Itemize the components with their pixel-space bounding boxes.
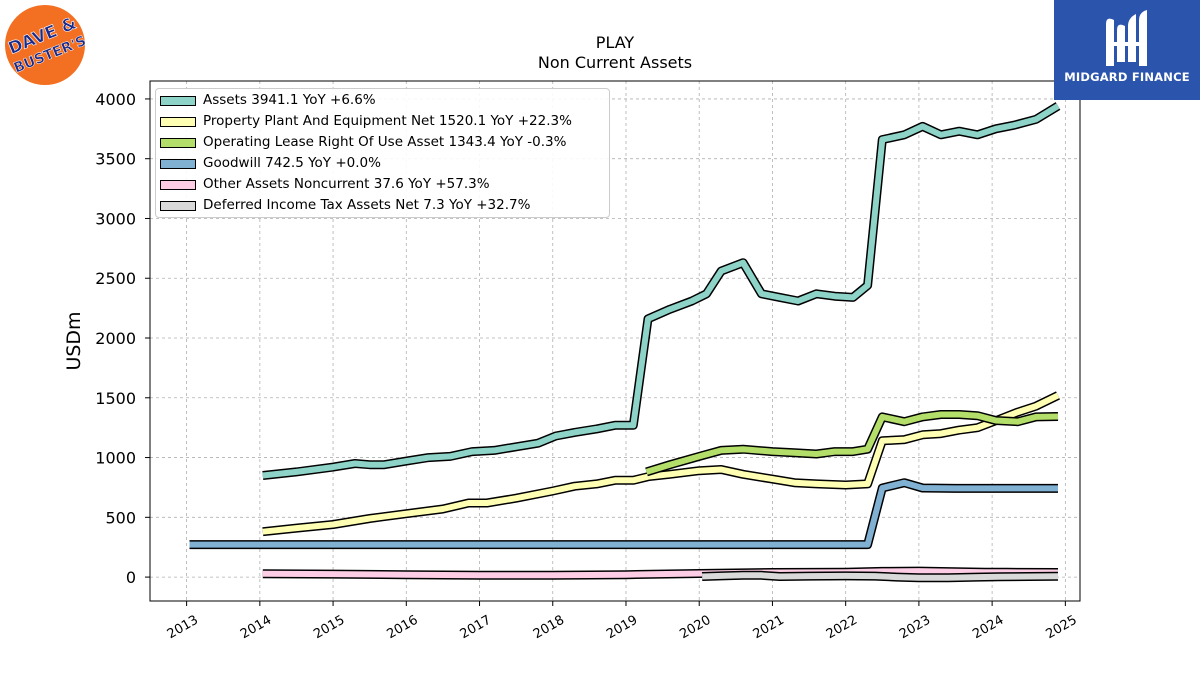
legend-label-goodwill: Goodwill 742.5 YoY +0.0%	[203, 155, 381, 171]
midgard-brand-text: MIDGARD FINANCE	[1064, 70, 1190, 84]
legend-swatch-deferred-tax	[160, 201, 196, 211]
series-layer	[189, 102, 1061, 583]
series-goodwill	[189, 478, 1058, 550]
x-tick-label: 2019	[604, 613, 640, 643]
y-tick-label: 1500	[95, 389, 136, 408]
x-tick-label: 2013	[165, 613, 201, 643]
legend-label-ppe: Property Plant And Equipment Net 1520.1 …	[203, 113, 572, 129]
y-tick-label: 3500	[95, 150, 136, 169]
x-tick-label: 2017	[458, 613, 494, 643]
legend-label-deferred-tax: Deferred Income Tax Assets Net 7.3 YoY +…	[203, 197, 531, 213]
legend-item-assets: Assets 3941.1 YoY +6.6%	[160, 91, 605, 111]
series-line	[189, 479, 1058, 548]
midgard-mark-icon	[1106, 10, 1147, 67]
legend-swatch-ppe	[160, 117, 196, 127]
midgard-finance-logo: MIDGARD FINANCE	[1054, 0, 1200, 100]
x-tick-label: 2018	[531, 613, 567, 643]
legend-swatch-goodwill	[160, 159, 196, 169]
x-tick-label: 2015	[311, 613, 347, 643]
y-tick-label: 500	[105, 508, 136, 527]
x-tick-label: 2016	[384, 613, 420, 643]
dave-and-busters-logo: DAVE & BUSTER'S	[5, 5, 85, 85]
series-operating-lease-right-of-use-asset	[645, 410, 1059, 477]
legend-item-other-assets: Other Assets Noncurrent 37.6 YoY +57.3%	[160, 175, 605, 195]
y-tick-label: 1000	[95, 449, 136, 468]
legend-swatch-operating-lease	[160, 138, 196, 148]
y-tick-label: 2500	[95, 269, 136, 288]
chart-subtitle: Non Current Assets	[537, 53, 693, 72]
series-deferred-income-tax-assets-net	[701, 570, 1059, 583]
series-property-plant-and-equipment-net	[262, 391, 1060, 537]
series-line	[262, 103, 1060, 479]
legend-swatch-other-assets	[160, 180, 196, 190]
y-tick-label: 3000	[95, 209, 136, 228]
series-line	[645, 411, 1059, 475]
x-tick-label: 2021	[751, 613, 787, 643]
legend-item-deferred-tax: Deferred Income Tax Assets Net 7.3 YoY +…	[160, 196, 605, 216]
legend-label-operating-lease: Operating Lease Right Of Use Asset 1343.…	[203, 134, 567, 150]
chart-title-block: PLAY Non Current Assets	[415, 33, 815, 73]
x-tick-label: 2024	[970, 613, 1006, 643]
y-axis-label: USDm	[63, 311, 85, 370]
y-tick-label: 0	[126, 568, 136, 587]
x-tick-label: 2014	[238, 613, 274, 643]
legend-swatch-assets	[160, 96, 196, 106]
y-tick-label: 2000	[95, 329, 136, 348]
x-tick-label: 2025	[1044, 613, 1080, 643]
series-line	[262, 392, 1060, 535]
series-assets	[262, 102, 1061, 480]
chart-legend: Assets 3941.1 YoY +6.6% Property Plant A…	[155, 88, 610, 218]
x-tick-label: 2022	[824, 613, 860, 643]
x-tick-label: 2020	[677, 613, 713, 643]
chart-title: PLAY	[595, 33, 635, 52]
y-tick-label: 4000	[95, 90, 136, 109]
series-line	[702, 572, 1059, 581]
legend-item-operating-lease: Operating Lease Right Of Use Asset 1343.…	[160, 133, 605, 153]
legend-label-assets: Assets 3941.1 YoY +6.6%	[203, 92, 376, 108]
legend-item-goodwill: Goodwill 742.5 YoY +0.0%	[160, 154, 605, 174]
plot-frame	[149, 80, 1081, 602]
legend-label-other-assets: Other Assets Noncurrent 37.6 YoY +57.3%	[203, 176, 490, 192]
legend-item-ppe: Property Plant And Equipment Net 1520.1 …	[160, 112, 605, 132]
x-tick-label: 2023	[897, 613, 933, 643]
